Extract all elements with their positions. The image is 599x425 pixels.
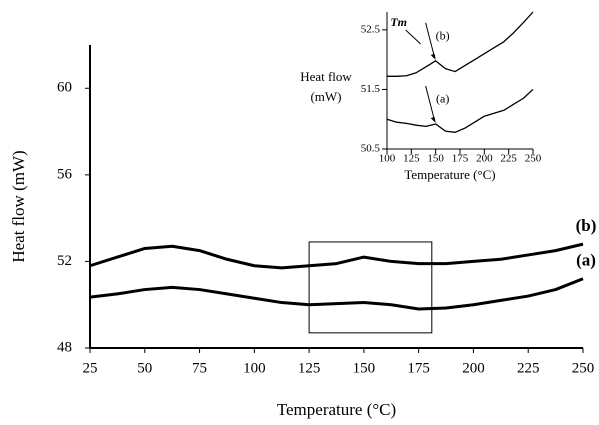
x-tick-label: 200 (476, 153, 493, 165)
y-tick-label: 56 (57, 166, 73, 182)
x-axis-label: Temperature (°C) (404, 167, 495, 182)
y-axis-label: Heat flow (mW) (9, 150, 28, 262)
x-tick-label: 200 (462, 360, 485, 376)
y-tick-label: 48 (57, 339, 72, 355)
x-tick-label: 125 (403, 153, 420, 165)
x-tick-label: 75 (192, 360, 207, 376)
series-label: (b) (576, 216, 597, 235)
data-line (89, 242, 584, 270)
arrow (405, 29, 422, 45)
data-line (386, 88, 534, 133)
data-line (89, 277, 584, 311)
y-tick-label: 52.5 (361, 23, 381, 35)
arrow-head (430, 53, 436, 60)
arrow (425, 85, 436, 122)
y-axis-label: Heat flow (300, 69, 352, 84)
x-tick-label: 250 (572, 360, 595, 376)
y-tick-label: 51.5 (361, 83, 381, 95)
series-label: (a) (436, 92, 449, 106)
annotation: Tm (390, 15, 407, 29)
x-tick-label: 100 (243, 360, 266, 376)
x-tick-label: 25 (83, 360, 98, 376)
series-label: (a) (576, 251, 596, 270)
arrow-head (430, 116, 436, 123)
x-tick-label: 175 (407, 360, 430, 376)
x-tick-label: 50 (137, 360, 152, 376)
zoom-box (308, 241, 433, 334)
series-label: (b) (436, 29, 450, 43)
x-tick-label: 175 (452, 153, 469, 165)
x-tick-label: 225 (517, 360, 540, 376)
y-tick-label: 52 (57, 253, 72, 269)
arrow (425, 22, 436, 58)
x-tick-label: 225 (500, 153, 517, 165)
y-tick-label: 60 (57, 80, 72, 96)
x-tick-label: 150 (427, 153, 444, 165)
x-tick-label: 125 (298, 360, 321, 376)
y-tick-label: 50.5 (361, 143, 381, 155)
x-tick-label: 150 (353, 360, 376, 376)
y-axis-label: (mW) (310, 89, 341, 104)
x-axis-label: Temperature (°C) (277, 400, 396, 419)
x-tick-label: 100 (379, 153, 396, 165)
data-line (387, 11, 534, 77)
x-tick-label: 250 (525, 153, 542, 165)
